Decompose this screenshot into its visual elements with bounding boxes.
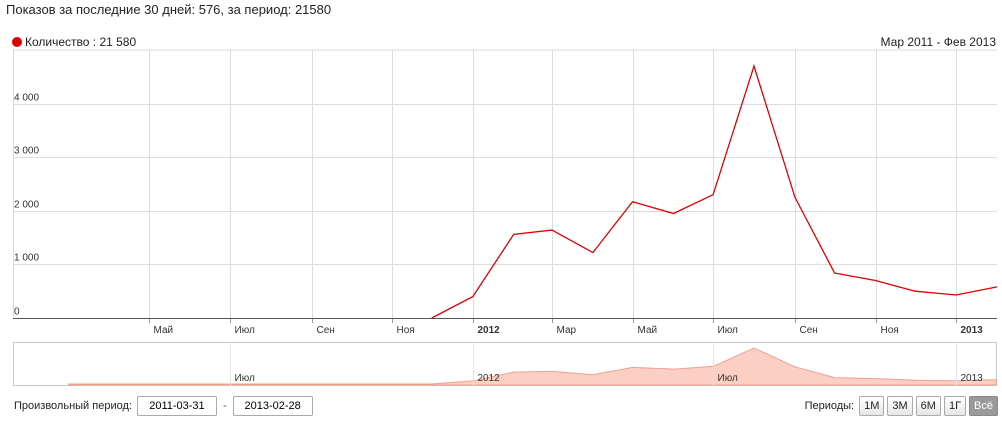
x-tick-label: Ноя bbox=[881, 325, 899, 336]
x-tick-label: Июл bbox=[718, 325, 738, 336]
stats-summary: Показов за последние 30 дней: 576, за пе… bbox=[6, 2, 332, 17]
date-separator: - bbox=[222, 400, 227, 412]
range-1m-button[interactable]: 1М bbox=[859, 396, 885, 416]
navigator-tick-label: Июл bbox=[718, 373, 738, 384]
x-tick-label: Мар bbox=[557, 325, 577, 336]
periods-label: Периоды: bbox=[804, 400, 855, 412]
date-to-input[interactable] bbox=[232, 396, 313, 416]
range-3m-button[interactable]: 3М bbox=[887, 396, 913, 416]
period-range-label: Мар 2011 - Фев 2013 bbox=[880, 35, 996, 49]
x-tick-label: Июл bbox=[235, 325, 255, 336]
period-selector: Периоды: 1М 3М 6М 1Г Всё bbox=[805, 396, 998, 416]
x-tick-label: Май bbox=[638, 325, 658, 336]
range-1y-button[interactable]: 1Г bbox=[943, 396, 967, 416]
y-tick-label: 3 000 bbox=[14, 146, 39, 157]
y-tick-label: 1 000 bbox=[14, 253, 39, 264]
range-6m-button[interactable]: 6М bbox=[915, 396, 941, 416]
x-tick-label: Май bbox=[154, 325, 174, 336]
custom-period-label: Произвольный период: bbox=[14, 400, 132, 412]
y-tick-label: 0 bbox=[14, 307, 20, 318]
navigator-tick-label: 2012 bbox=[478, 373, 501, 384]
y-tick-label: 4 000 bbox=[14, 93, 39, 104]
legend[interactable]: Количество : 21 580 bbox=[12, 35, 136, 49]
navigator-area bbox=[68, 347, 998, 386]
x-tick-label: Сен bbox=[800, 325, 818, 336]
x-axis: Май Июл Сен Ноя 2012 Мар Май Июл Сен Ноя 2013 bbox=[13, 318, 997, 336]
navigator-tick-label: Июл bbox=[235, 373, 255, 384]
legend-marker-icon bbox=[12, 37, 22, 47]
custom-period: Произвольный период: - bbox=[14, 396, 313, 416]
y-tick-label: 2 000 bbox=[14, 200, 39, 211]
x-tick-label: 2013 bbox=[961, 325, 984, 336]
legend-label: Количество : 21 580 bbox=[25, 35, 137, 49]
x-tick-label: Сен bbox=[317, 325, 335, 336]
series bbox=[431, 63, 998, 319]
navigator[interactable]: Июл 2012 Июл 2013 bbox=[13, 342, 998, 386]
x-tick-label: Ноя bbox=[397, 325, 415, 336]
x-tick-label: 2012 bbox=[478, 325, 501, 336]
date-from-input[interactable] bbox=[136, 396, 217, 416]
series-line bbox=[431, 63, 998, 319]
grid bbox=[13, 49, 997, 318]
range-all-button[interactable]: Всё bbox=[969, 396, 998, 416]
y-axis: 0 1 000 2 000 3 000 4 000 bbox=[14, 93, 39, 318]
navigator-tick-label: 2013 bbox=[961, 373, 984, 384]
